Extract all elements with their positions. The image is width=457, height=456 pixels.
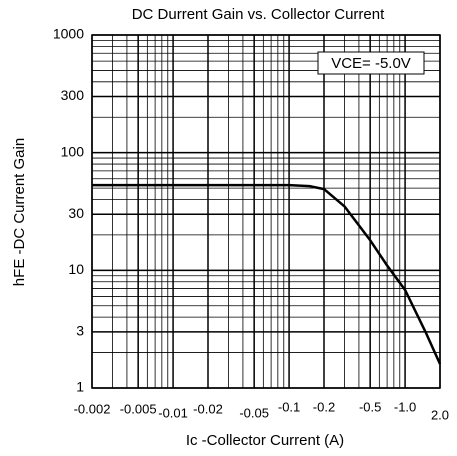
y-tick-label: 10 xyxy=(68,261,84,277)
y-axis-label: hFE -DC Current Gain xyxy=(11,138,28,286)
y-tick-label: 1000 xyxy=(53,26,84,42)
annotation-box xyxy=(317,51,425,75)
y-tick-label: 3 xyxy=(76,323,84,339)
y-tick-label: 30 xyxy=(68,205,84,221)
plot-frame xyxy=(91,34,441,389)
x-tick-label: -0.02 xyxy=(193,401,223,416)
y-tick-label: 100 xyxy=(61,143,85,159)
y-tick-label: 300 xyxy=(61,87,85,103)
x-tick-label: -0.01 xyxy=(158,405,188,420)
x-tick-label: -0.1 xyxy=(278,399,300,414)
x-tick-label: -0.002 xyxy=(74,401,111,416)
data-line xyxy=(92,183,442,365)
annotation: VCE= -5.0V xyxy=(331,55,411,72)
chart-title: DC Durrent Gain vs. Collector Current xyxy=(132,6,385,23)
x-tick-label: 2.0 xyxy=(431,407,449,422)
x-tick-label: -0.05 xyxy=(239,405,269,420)
x-tick-label: -0.5 xyxy=(359,399,381,414)
x-axis-label: Ic -Collector Current (A) xyxy=(186,432,344,449)
x-tick-label: -1.0 xyxy=(394,399,416,414)
x-tick-label: -0.005 xyxy=(120,401,157,416)
x-tick-label: -0.2 xyxy=(313,399,335,414)
y-tick-label: 1 xyxy=(76,379,84,395)
